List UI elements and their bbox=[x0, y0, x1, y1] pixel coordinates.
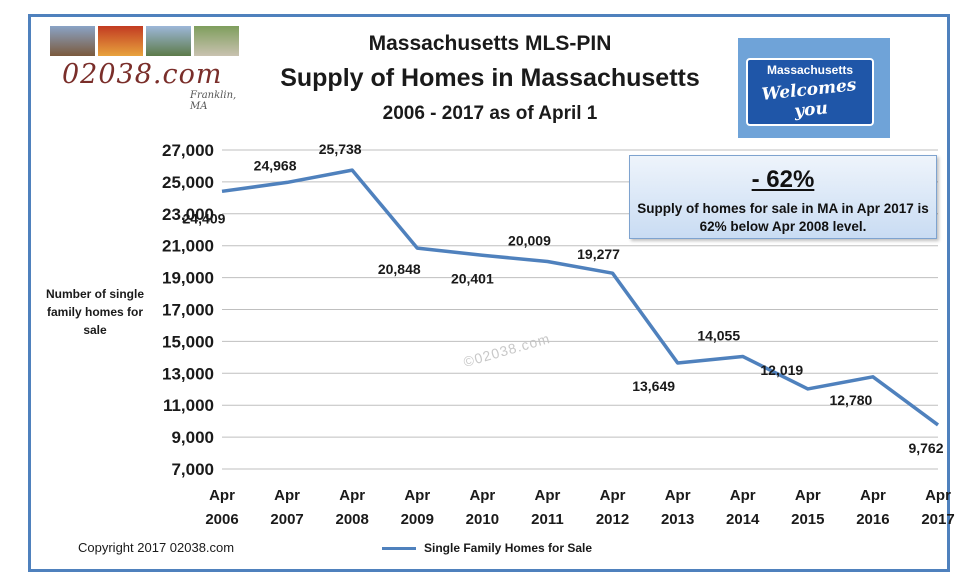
data-label: 25,738 bbox=[319, 141, 362, 157]
x-tick-label-year: 2016 bbox=[856, 511, 889, 528]
callout-percent: - 62% bbox=[751, 166, 815, 193]
logo-text: 02038.com bbox=[62, 59, 223, 90]
x-tick-label-month: Apr bbox=[274, 487, 300, 504]
y-tick-label: 21,000 bbox=[162, 237, 214, 256]
logo-photo-2 bbox=[98, 26, 143, 56]
x-tick-label-month: Apr bbox=[469, 487, 495, 504]
copyright-text: Copyright 2017 02038.com bbox=[78, 540, 235, 555]
y-tick-label: 17,000 bbox=[162, 301, 214, 320]
data-label: 9,762 bbox=[908, 440, 943, 456]
y-tick-label: 19,000 bbox=[162, 269, 214, 288]
x-tick-label-month: Apr bbox=[600, 487, 626, 504]
x-tick-label-month: Apr bbox=[665, 487, 691, 504]
site-logo: 02038.com Franklin, MA bbox=[50, 26, 246, 112]
x-tick-label-year: 2007 bbox=[270, 511, 303, 528]
callout-box: - 62% Supply of homes for sale in MA in … bbox=[629, 155, 937, 239]
data-label: 24,409 bbox=[183, 210, 226, 226]
y-tick-label: 25,000 bbox=[162, 173, 214, 192]
data-label: 14,055 bbox=[697, 327, 740, 343]
data-label: 20,848 bbox=[378, 261, 421, 277]
data-label: 20,401 bbox=[451, 270, 494, 286]
logo-photo-4 bbox=[194, 26, 239, 56]
y-tick-label: 15,000 bbox=[162, 332, 214, 351]
x-tick-label-month: Apr bbox=[730, 487, 756, 504]
data-label: 12,019 bbox=[760, 362, 803, 378]
y-tick-label: 27,000 bbox=[162, 141, 214, 160]
y-tick-label: 11,000 bbox=[163, 396, 214, 415]
y-tick-label: 23,000 bbox=[162, 205, 214, 224]
chart-title: Supply of Homes in Massachusetts bbox=[280, 64, 700, 92]
legend-label: Single Family Homes for Sale bbox=[424, 541, 593, 555]
y-tick-label: 9,000 bbox=[171, 428, 214, 447]
x-tick-label-year: 2015 bbox=[791, 511, 824, 528]
data-label: 13,649 bbox=[632, 378, 675, 394]
legend: Single Family Homes for Sale bbox=[382, 541, 592, 555]
x-tick-label-year: 2014 bbox=[726, 511, 760, 528]
x-tick-label-month: Apr bbox=[339, 487, 365, 504]
x-tick-label-month: Apr bbox=[925, 487, 951, 504]
x-tick-label-year: 2009 bbox=[401, 511, 434, 528]
logo-photo-1 bbox=[50, 26, 95, 56]
y-tick-label: 13,000 bbox=[162, 364, 214, 383]
x-tick-label-month: Apr bbox=[860, 487, 886, 504]
title-line-1: Massachusetts MLS-PIN bbox=[368, 32, 612, 55]
x-tick-label-month: Apr bbox=[535, 487, 561, 504]
x-tick-label-month: Apr bbox=[404, 487, 430, 504]
data-label: 19,277 bbox=[577, 246, 620, 262]
x-tick-label-month: Apr bbox=[795, 487, 821, 504]
x-tick-label-year: 2008 bbox=[335, 511, 368, 528]
x-tick-label-year: 2017 bbox=[921, 511, 954, 528]
data-label: 12,780 bbox=[829, 392, 872, 408]
callout-text: Supply of homes for sale in MA in Apr 20… bbox=[637, 201, 929, 234]
data-label: 24,968 bbox=[254, 157, 297, 173]
x-tick-label-year: 2010 bbox=[466, 511, 499, 528]
x-tick-label-month: Apr bbox=[209, 487, 235, 504]
x-tick-label-year: 2012 bbox=[596, 511, 629, 528]
y-axis-label: Number of single family homes for sale bbox=[45, 287, 144, 337]
x-tick-label-year: 2011 bbox=[531, 511, 564, 528]
logo-subtext: Franklin, MA bbox=[190, 90, 237, 112]
x-tick-label-year: 2006 bbox=[205, 511, 238, 528]
x-tick-label-year: 2013 bbox=[661, 511, 694, 528]
y-tick-label: 7,000 bbox=[171, 460, 214, 479]
welcome-sign-image: Massachusetts Welcomes you bbox=[738, 38, 890, 138]
welcome-sign-panel: Massachusetts Welcomes you bbox=[746, 58, 874, 126]
sign-line-1: Massachusetts bbox=[766, 63, 854, 77]
chart-subtitle: 2006 - 2017 as of April 1 bbox=[382, 103, 598, 124]
logo-photo-3 bbox=[146, 26, 191, 56]
data-label: 20,009 bbox=[508, 233, 551, 249]
series-line bbox=[221, 168, 940, 427]
legend-swatch bbox=[382, 547, 416, 551]
